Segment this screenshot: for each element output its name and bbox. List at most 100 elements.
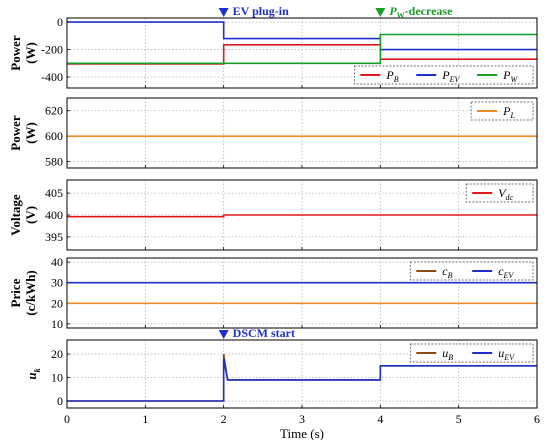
y-tick-label: 20	[51, 347, 63, 361]
text-span: P	[502, 68, 511, 82]
panel-frame	[66, 17, 538, 89]
y-tick-label: 395	[45, 230, 63, 244]
text-span: EV plug-in	[233, 4, 289, 18]
y-tick-label: 0	[57, 15, 63, 29]
text-span: P	[441, 68, 450, 82]
panel-frame	[66, 339, 538, 409]
legend-box	[465, 183, 534, 203]
panel-2: 620 600 580 Power(W) PL	[8, 97, 538, 169]
series-line	[67, 33, 537, 65]
legend-box	[409, 343, 534, 363]
text-span: P	[502, 104, 511, 118]
y-tick-label: 30	[51, 276, 63, 290]
annotation-arrow	[375, 8, 386, 17]
annotation-text: DSCM start	[233, 326, 295, 340]
text-span: EV	[449, 75, 461, 84]
text-span: W	[397, 11, 405, 20]
series-group	[67, 281, 537, 305]
series-group	[67, 214, 537, 218]
x-tick-label: 4	[377, 412, 383, 426]
text-span: c	[442, 264, 448, 278]
text-span: EV	[503, 353, 515, 362]
legend-label: PL	[502, 104, 515, 120]
text-span: u	[24, 372, 39, 379]
series-group	[67, 21, 537, 65]
y-axis-label: uk	[24, 368, 42, 379]
legend: cB cEV	[409, 261, 534, 281]
text-span: -	[405, 4, 409, 18]
x-tick-label: 5	[456, 412, 462, 426]
legend-label: PEV	[441, 68, 460, 84]
text-span: L	[509, 111, 515, 120]
panel-3: 405 400 395 Voltage(V) Vdc	[8, 179, 538, 251]
series-line	[67, 214, 537, 218]
text-span: V	[498, 186, 507, 200]
legend: Vdc	[465, 183, 534, 203]
x-axis-label: Time (s)	[280, 426, 324, 440]
text-span: EV	[503, 271, 515, 280]
text-span: c	[498, 264, 504, 278]
panel-frame	[66, 257, 538, 329]
text-span: Voltage	[8, 194, 23, 236]
legend: PB PEV PW	[354, 65, 534, 85]
legend-label: cB	[442, 264, 452, 280]
y-tick-label: 10	[51, 317, 63, 331]
y-tick-label: 620	[45, 104, 63, 118]
legend-box	[354, 65, 534, 85]
text-span: Price	[8, 278, 23, 307]
text-span: B	[448, 271, 453, 280]
text-span: u	[498, 346, 504, 360]
series-group	[67, 353, 537, 402]
y-axis-label: Price(c/kWh)	[8, 270, 38, 316]
text-span: (W)	[23, 42, 38, 64]
legend-box	[409, 261, 534, 281]
text-span: k	[33, 368, 42, 372]
y-axis-label: Voltage(V)	[8, 194, 38, 236]
y-tick-label: 20	[51, 296, 63, 310]
text-span: (W)	[23, 122, 38, 144]
legend: PL	[470, 101, 534, 121]
x-tick-label: 6	[534, 412, 540, 426]
annotation-text: EV plug-in	[233, 4, 289, 18]
y-tick-label: -200	[41, 43, 63, 57]
panel-frame	[66, 179, 538, 251]
text-span: DSCM start	[233, 326, 295, 340]
annotation-arrow	[218, 8, 229, 17]
text-span: B	[448, 353, 453, 362]
y-tick-label: -400	[41, 70, 63, 84]
text-span: dc	[506, 193, 514, 202]
y-axis-label: Power(W)	[8, 115, 38, 151]
legend: uB uEV	[409, 343, 534, 363]
y-tick-label: 400	[45, 208, 63, 222]
text-span: Power	[8, 35, 23, 71]
annotation-text: PW-decrease	[389, 4, 453, 20]
series-line	[67, 358, 537, 402]
y-axis-label: Power(W)	[8, 35, 38, 71]
annotation-arrow	[218, 330, 229, 339]
legend-label: cEV	[498, 264, 514, 280]
y-tick-label: 600	[45, 129, 63, 143]
x-tick-label: 2	[221, 412, 227, 426]
x-tick-label: 1	[142, 412, 148, 426]
text-span: decrease	[409, 4, 453, 18]
text-span: (V)	[23, 206, 38, 224]
text-span: P	[385, 68, 394, 82]
legend-label: uB	[442, 346, 453, 362]
y-tick-label: 40	[51, 255, 63, 269]
legend-label: PB	[385, 68, 398, 84]
text-span: B	[394, 75, 399, 84]
x-tick-label: 3	[299, 412, 305, 426]
y-tick-label: 10	[51, 371, 63, 385]
legend-label: uEV	[498, 346, 515, 362]
panel-frame	[66, 97, 538, 169]
y-tick-label: 0	[57, 394, 63, 408]
legend-label: Vdc	[498, 186, 513, 202]
text-span: (c/kWh)	[23, 270, 38, 316]
text-span: Power	[8, 115, 23, 151]
y-tick-label: 405	[45, 186, 63, 200]
text-span: u	[442, 346, 448, 360]
y-tick-label: 580	[45, 155, 63, 169]
